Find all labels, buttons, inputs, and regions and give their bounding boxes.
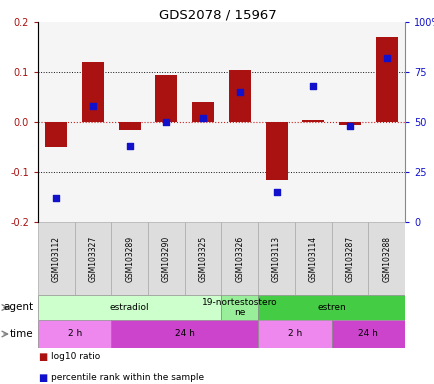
Text: GSM103288: GSM103288 bbox=[381, 235, 390, 281]
Point bbox=[126, 143, 133, 149]
Text: ■: ■ bbox=[38, 373, 47, 383]
Text: estren: estren bbox=[316, 303, 345, 312]
Text: GSM103114: GSM103114 bbox=[308, 235, 317, 281]
Bar bbox=[258, 295, 404, 320]
Text: GDS2078 / 15967: GDS2078 / 15967 bbox=[158, 8, 276, 21]
Text: GSM103326: GSM103326 bbox=[235, 235, 244, 281]
Bar bbox=[221, 295, 258, 320]
Text: 19-nortestostero
ne: 19-nortestostero ne bbox=[201, 298, 277, 317]
Point bbox=[163, 119, 170, 125]
Bar bbox=[192, 102, 214, 122]
Text: 24 h: 24 h bbox=[358, 329, 378, 339]
Bar bbox=[294, 222, 331, 295]
Bar bbox=[111, 222, 148, 295]
Text: GSM103327: GSM103327 bbox=[89, 235, 97, 281]
Text: agent: agent bbox=[3, 303, 33, 313]
Text: 2 h: 2 h bbox=[287, 329, 301, 339]
Point bbox=[309, 83, 316, 89]
Point bbox=[89, 103, 96, 109]
Bar bbox=[118, 122, 141, 129]
Bar bbox=[148, 222, 184, 295]
Bar bbox=[111, 320, 258, 348]
Text: log10 ratio: log10 ratio bbox=[51, 352, 100, 361]
Bar bbox=[375, 37, 397, 122]
Bar bbox=[38, 320, 111, 348]
Point bbox=[236, 89, 243, 95]
Point bbox=[345, 123, 352, 129]
Bar bbox=[302, 119, 323, 122]
Text: GSM103287: GSM103287 bbox=[345, 235, 354, 281]
Text: time: time bbox=[10, 329, 33, 339]
Text: GSM103112: GSM103112 bbox=[52, 235, 61, 281]
Bar bbox=[184, 222, 221, 295]
Point bbox=[53, 195, 60, 201]
Bar bbox=[338, 122, 360, 124]
Bar bbox=[331, 320, 404, 348]
Text: 24 h: 24 h bbox=[174, 329, 194, 339]
Bar bbox=[38, 295, 221, 320]
Bar bbox=[228, 70, 250, 122]
Bar bbox=[331, 222, 368, 295]
Text: GSM103290: GSM103290 bbox=[161, 235, 171, 281]
Bar bbox=[155, 74, 177, 122]
Bar bbox=[45, 122, 67, 147]
Text: percentile rank within the sample: percentile rank within the sample bbox=[51, 373, 204, 382]
Point bbox=[382, 55, 389, 61]
Bar bbox=[258, 222, 294, 295]
Text: ■: ■ bbox=[38, 352, 47, 362]
Text: GSM103289: GSM103289 bbox=[125, 235, 134, 281]
Text: GSM103325: GSM103325 bbox=[198, 235, 207, 281]
Text: 2 h: 2 h bbox=[67, 329, 82, 339]
Text: estradiol: estradiol bbox=[110, 303, 149, 312]
Bar bbox=[221, 222, 258, 295]
Point bbox=[199, 115, 206, 121]
Text: GSM103113: GSM103113 bbox=[271, 235, 280, 281]
Bar bbox=[265, 122, 287, 179]
Bar bbox=[75, 222, 111, 295]
Bar bbox=[368, 222, 404, 295]
Point bbox=[273, 189, 279, 195]
Bar bbox=[38, 222, 75, 295]
Bar bbox=[258, 320, 331, 348]
Bar bbox=[82, 62, 104, 122]
